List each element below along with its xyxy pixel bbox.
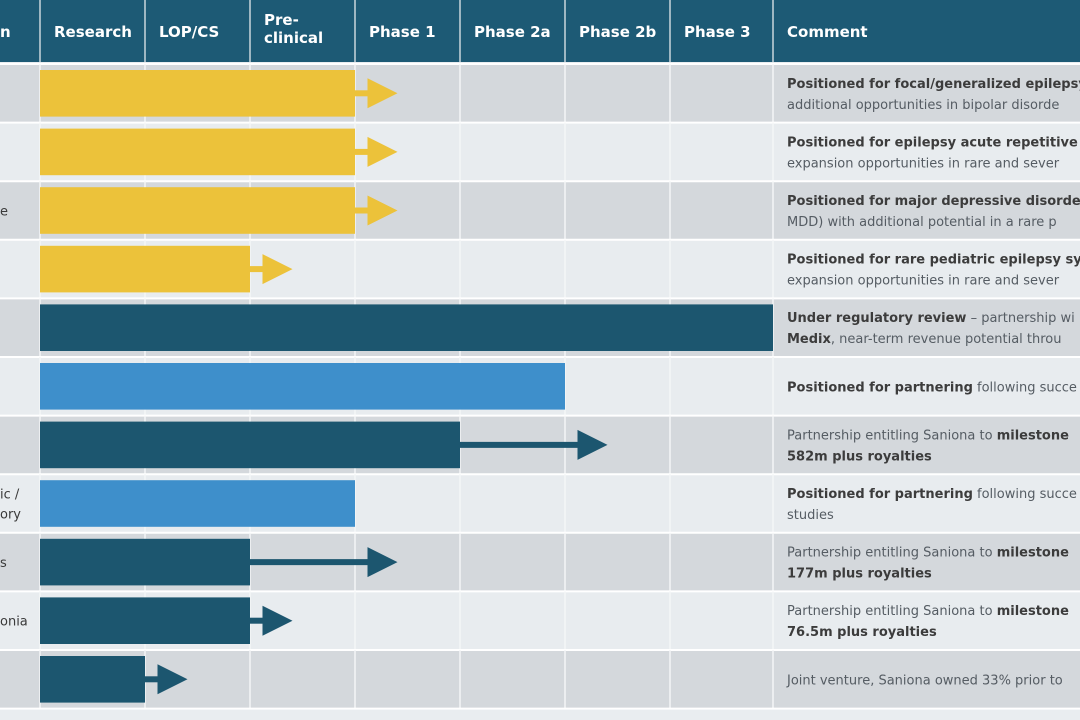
header-line: Phase 2b xyxy=(579,23,657,41)
header-cell-partial: n xyxy=(0,23,11,41)
row-label: e xyxy=(0,205,8,220)
header-line: Phase 2a xyxy=(474,23,551,41)
comment-line: expansion opportunities in rare and seve… xyxy=(787,156,1060,171)
header-line: Comment xyxy=(787,23,868,41)
comment-line: Under regulatory review – partnership wi xyxy=(787,311,1075,326)
comment-segment: milestone xyxy=(997,604,1069,619)
comment-line: Medix, near-term revenue potential throu xyxy=(787,332,1062,347)
header-cell: Pre-clinical xyxy=(264,11,323,47)
comment-segment: Under regulatory review xyxy=(787,311,966,326)
comment-segment: following succe xyxy=(973,380,1077,395)
row-label: ic / ory xyxy=(0,488,21,523)
header-band xyxy=(0,0,1080,62)
comment-line: additional opportunities in bipolar diso… xyxy=(787,98,1059,113)
comment-line: Positioned for major depressive disorder xyxy=(787,194,1080,209)
header-cell: Research xyxy=(54,23,132,41)
progress-bar xyxy=(40,597,250,644)
comment-segment: Partnership entitling Saniona to xyxy=(787,546,997,561)
comment-segment: 582m plus royalties xyxy=(787,449,932,464)
comment-segment: Positioned for partnering xyxy=(787,487,973,502)
comment-segment: milestone xyxy=(997,546,1069,561)
comment-segment: Partnership entitling Saniona to xyxy=(787,428,997,443)
comment-line: studies xyxy=(787,508,834,523)
header-cell: Phase 1 xyxy=(369,23,436,41)
comment-line: 582m plus royalties xyxy=(787,449,932,464)
comment-segment: Positioned for major depressive disorder xyxy=(787,194,1080,209)
comment-segment: expansion opportunities in rare and seve… xyxy=(787,274,1060,289)
header-line: Pre- xyxy=(264,11,299,29)
progress-bar xyxy=(40,363,565,410)
header-line: LOP/CS xyxy=(159,23,219,41)
comment-line: Positioned for partnering following succ… xyxy=(787,487,1077,502)
progress-arrow-head xyxy=(157,664,188,695)
comment-segment: studies xyxy=(787,508,834,523)
comment-segment: additional opportunities in bipolar diso… xyxy=(787,98,1059,113)
header-line: clinical xyxy=(264,29,323,47)
comment-segment: milestone xyxy=(997,428,1069,443)
header-line: Phase 1 xyxy=(369,23,436,41)
progress-arrow-head xyxy=(577,429,608,460)
comment-segment: – partnership wi xyxy=(966,311,1074,326)
progress-arrow-head xyxy=(262,605,293,636)
comment-segment: Joint venture, Saniona owned 33% prior t… xyxy=(786,673,1063,688)
row-label: onia xyxy=(0,615,28,630)
comment-segment: Positioned for epilepsy acute repetitive… xyxy=(787,135,1080,150)
comment-line: Partnership entitling Saniona to milesto… xyxy=(787,546,1069,561)
comment-segment: Medix xyxy=(787,332,832,347)
header-cell: Comment xyxy=(787,23,868,41)
comment-line: Joint venture, Saniona owned 33% prior t… xyxy=(786,673,1063,688)
comment-segment: Partnership entitling Saniona to xyxy=(787,604,997,619)
row-label-line: ory xyxy=(0,508,21,523)
header-line: Phase 3 xyxy=(684,23,751,41)
row-label-line: onia xyxy=(0,615,28,630)
comment-segment: expansion opportunities in rare and seve… xyxy=(787,156,1060,171)
comment-line: Partnership entitling Saniona to milesto… xyxy=(787,428,1069,443)
header-cell: LOP/CS xyxy=(159,23,219,41)
progress-bar xyxy=(40,304,773,351)
row-label: s xyxy=(0,556,7,571)
progress-bar xyxy=(40,245,250,293)
comment-line: Positioned for rare pediatric epilepsy s… xyxy=(787,253,1080,268)
comment-segment: Positioned for partnering xyxy=(787,380,973,395)
progress-arrow-head xyxy=(367,78,398,109)
progress-bar xyxy=(40,480,355,527)
header-cell: Phase 2b xyxy=(579,23,657,41)
comment-segment: 76.5m plus royalties xyxy=(787,625,937,640)
comment-line: 177m plus royalties xyxy=(787,567,932,582)
progress-arrow-head xyxy=(262,254,293,285)
comment-line: 76.5m plus royalties xyxy=(787,625,937,640)
progress-bar xyxy=(40,70,355,117)
row-label-line: ic / xyxy=(0,488,20,503)
comment-segment: 177m plus royalties xyxy=(787,567,932,582)
comment-segment: MDD) with additional potential in a rare… xyxy=(787,215,1057,230)
comment-segment: Positioned for focal/generalized epileps… xyxy=(787,77,1080,92)
progress-bar xyxy=(40,421,460,469)
progress-bar xyxy=(40,538,250,586)
comment-line: Partnership entitling Saniona to milesto… xyxy=(787,604,1069,619)
progress-bar xyxy=(40,656,145,703)
header-cell: Phase 3 xyxy=(684,23,751,41)
progress-arrow-head xyxy=(367,547,398,578)
progress-bar xyxy=(40,187,355,234)
progress-arrow-head xyxy=(367,136,398,167)
progress-bar xyxy=(40,128,355,176)
progress-arrow-head xyxy=(367,195,398,226)
comment-segment: Positioned for rare pediatric epilepsy s… xyxy=(787,253,1080,268)
comment-line: MDD) with additional potential in a rare… xyxy=(787,215,1057,230)
row-label-line: e xyxy=(0,205,8,220)
comment-line: expansion opportunities in rare and seve… xyxy=(787,274,1060,289)
header-cell: Phase 2a xyxy=(474,23,551,41)
row-label-line: s xyxy=(0,556,7,571)
header-line: Research xyxy=(54,23,132,41)
comment-line: Positioned for epilepsy acute repetitive… xyxy=(787,135,1080,150)
comment-segment: , near-term revenue potential throu xyxy=(831,332,1062,347)
comment-line: Positioned for focal/generalized epileps… xyxy=(787,77,1080,92)
comment-segment: following succe xyxy=(973,487,1077,502)
comment-line: Positioned for partnering following succ… xyxy=(787,380,1077,395)
